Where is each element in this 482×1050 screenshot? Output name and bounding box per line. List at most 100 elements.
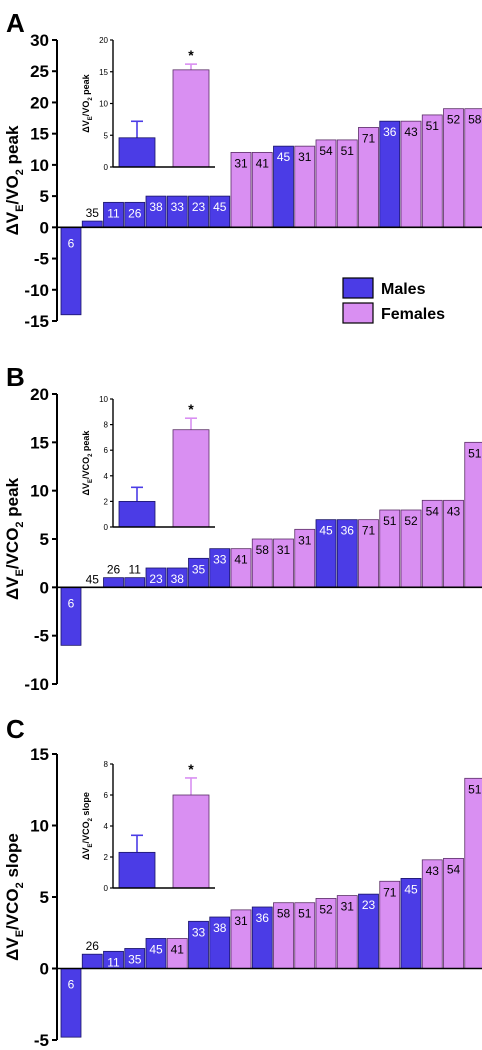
bar-label: 52 bbox=[319, 902, 333, 916]
axis-label-part: peak bbox=[81, 73, 91, 97]
axis-label-part: peak bbox=[81, 430, 91, 454]
bar-label: 6 bbox=[68, 236, 75, 250]
bar-label: 51 bbox=[298, 907, 312, 921]
bar-label: 6 bbox=[68, 978, 75, 992]
inset-y-tick-label: 10 bbox=[99, 395, 108, 404]
y-tick-label: 10 bbox=[30, 156, 49, 175]
axis-label-part: slope bbox=[3, 833, 22, 882]
axis-label-part: V bbox=[3, 937, 22, 949]
inset-bar-male bbox=[118, 851, 156, 889]
axis-label-part: Δ bbox=[3, 949, 22, 961]
y-axis-label: ΔVE/VCO2 peak bbox=[3, 477, 26, 600]
y-tick-label: 10 bbox=[30, 482, 49, 501]
bar-label: 45 bbox=[149, 942, 163, 956]
significance-marker: * bbox=[188, 761, 194, 777]
axis-label-part: E bbox=[14, 930, 26, 937]
bar-label: 54 bbox=[447, 862, 461, 876]
bar-label: 51 bbox=[468, 782, 482, 796]
inset-y-tick-label: 6 bbox=[104, 791, 109, 800]
inset-y-tick-label: 10 bbox=[99, 100, 108, 109]
y-tick-label: -10 bbox=[24, 281, 49, 300]
bar-label: 38 bbox=[149, 200, 163, 214]
y-tick-label: -5 bbox=[34, 1031, 49, 1050]
axis-label-part: Δ bbox=[81, 853, 91, 860]
y-tick-label: 30 bbox=[30, 31, 49, 50]
inset-chart: * 0 5 10 15 20 ΔVE/VO2 peak bbox=[81, 36, 215, 172]
bar-label: 36 bbox=[256, 911, 270, 925]
axis-label-part: slope bbox=[81, 792, 91, 818]
bar-label: 51 bbox=[341, 144, 355, 158]
y-tick-label: 15 bbox=[30, 433, 49, 452]
inset-y-axis-label: ΔVE/VO2 peak bbox=[81, 73, 94, 132]
inset-y-tick-label: 20 bbox=[99, 36, 108, 45]
bar-male bbox=[124, 577, 146, 588]
bar-label: 71 bbox=[383, 885, 397, 899]
bar-label: 33 bbox=[213, 553, 227, 567]
y-tick-label: 20 bbox=[30, 385, 49, 404]
axis-label-part: /VCO bbox=[3, 888, 22, 930]
inset-y-tick-label: 0 bbox=[104, 523, 109, 532]
bar-label: 23 bbox=[149, 572, 163, 586]
bar-label: 11 bbox=[129, 563, 142, 577]
axis-label-part: 2 bbox=[14, 169, 26, 175]
y-tick-label: 0 bbox=[40, 578, 49, 597]
axis-label-part: E bbox=[88, 479, 94, 483]
bar-label: 41 bbox=[256, 156, 270, 170]
panel-letter: C bbox=[6, 714, 25, 744]
y-tick-label: -10 bbox=[24, 675, 49, 694]
bar-label: 52 bbox=[404, 514, 418, 528]
inset-y-tick-label: 0 bbox=[104, 884, 109, 893]
bar-label: 41 bbox=[234, 553, 248, 567]
inset-y-axis-label: ΔVE/VCO2 slope bbox=[81, 792, 94, 860]
bar-label: 41 bbox=[171, 942, 185, 956]
y-tick-label: 20 bbox=[30, 93, 49, 112]
bar-label: 43 bbox=[404, 125, 418, 139]
bar-label: 58 bbox=[277, 907, 291, 921]
bar-label: 38 bbox=[213, 921, 227, 935]
legend-swatch-males bbox=[342, 277, 374, 299]
axis-label-part: /VO bbox=[3, 175, 22, 204]
bar-label: 45 bbox=[404, 882, 418, 896]
axis-label-part: /VCO bbox=[81, 457, 91, 479]
bar-label: 11 bbox=[107, 955, 120, 969]
bar-label: 31 bbox=[234, 156, 248, 170]
inset-y-tick-label: 4 bbox=[104, 472, 109, 481]
axis-label-part: peak bbox=[3, 477, 22, 521]
axis-label-part: Δ bbox=[3, 223, 22, 235]
bar-label: 6 bbox=[68, 596, 75, 610]
bar-label: 26 bbox=[86, 939, 100, 953]
bar-label: 52 bbox=[447, 113, 461, 127]
axis-label-part: 2 bbox=[88, 97, 94, 101]
y-tick-label: 15 bbox=[30, 745, 49, 764]
bar-label: 23 bbox=[362, 898, 376, 912]
axis-label-part: 2 bbox=[88, 817, 94, 821]
bar-label: 51 bbox=[383, 514, 397, 528]
axis-label-part: V bbox=[81, 483, 91, 489]
bar-male bbox=[81, 953, 103, 969]
significance-marker: * bbox=[188, 47, 194, 63]
y-tick-label: -5 bbox=[34, 250, 49, 269]
bar-label: 51 bbox=[426, 119, 440, 133]
bar-label: 54 bbox=[319, 144, 333, 158]
bar-label: 35 bbox=[86, 206, 100, 220]
bar-label: 11 bbox=[107, 206, 120, 220]
axis-label-part: 2 bbox=[14, 882, 26, 888]
inset-y-tick-label: 8 bbox=[104, 760, 109, 769]
axis-label-part: /VO bbox=[81, 101, 91, 117]
bar-label: 58 bbox=[256, 543, 270, 557]
inset-y-tick-label: 8 bbox=[104, 421, 109, 430]
bar-male bbox=[81, 220, 103, 228]
axis-label-part: Δ bbox=[81, 126, 91, 133]
axis-label-part: E bbox=[14, 569, 26, 576]
axis-label-part: Δ bbox=[81, 488, 91, 495]
inset-y-tick-label: 2 bbox=[104, 853, 109, 862]
axis-label-part: 2 bbox=[14, 521, 26, 527]
bar-label: 43 bbox=[447, 504, 461, 518]
bar-label: 71 bbox=[362, 131, 376, 145]
inset-y-tick-label: 5 bbox=[104, 131, 109, 140]
bar-label: 45 bbox=[86, 572, 100, 586]
